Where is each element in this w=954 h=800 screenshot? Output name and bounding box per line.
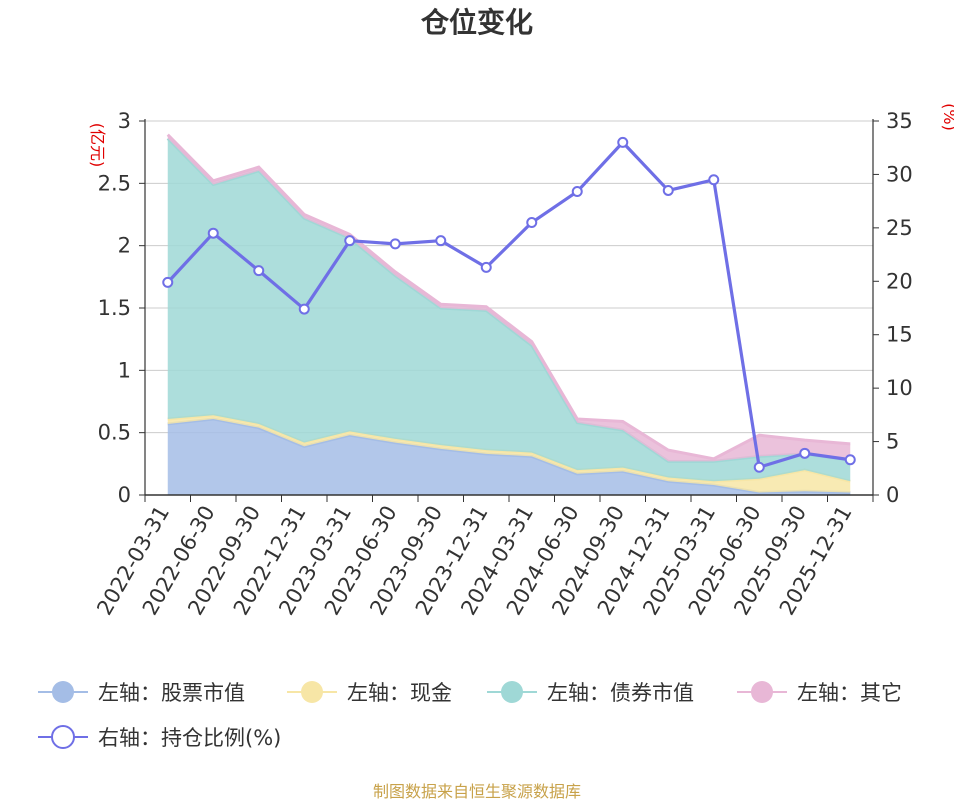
legend-swatch-dot: [52, 681, 74, 703]
ratio-point: [344, 235, 356, 247]
left-tick-label: 2.5: [98, 171, 131, 195]
right-tick-label: 10: [886, 376, 913, 400]
ratio-point: [708, 174, 720, 186]
left-tick-label: 0: [118, 483, 131, 507]
legend-item-4[interactable]: 左轴：其它: [737, 681, 902, 705]
ratio-point: [617, 136, 629, 148]
left-tick-label: 1: [118, 358, 131, 382]
ratio-point: [389, 238, 401, 250]
legend-swatch-dot: [751, 681, 773, 703]
legend-label: 右轴：持仓比例(%): [98, 726, 281, 750]
ratio-point: [435, 235, 447, 247]
chart-title: 仓位变化: [421, 6, 533, 39]
left-tick-label: 2: [118, 234, 131, 258]
legend-label: 左轴：其它: [797, 681, 902, 705]
legend-swatch-dot: [51, 725, 75, 749]
ratio-point: [662, 184, 674, 196]
legend-item-1[interactable]: 左轴：股票市值: [38, 681, 245, 705]
left-tick-label: 0.5: [98, 421, 131, 445]
data-source-note: 制图数据来自恒生聚源数据库: [373, 782, 581, 800]
ratio-point: [298, 303, 310, 315]
legend-item-5[interactable]: 右轴：持仓比例(%): [38, 725, 281, 750]
legend-item-2[interactable]: 左轴：现金: [287, 681, 452, 705]
legend-label: 左轴：股票市值: [98, 681, 245, 705]
ratio-point: [799, 447, 811, 459]
ratio-point: [162, 276, 174, 288]
ratio-point: [526, 217, 538, 229]
legend-item-3[interactable]: 左轴：债券市值: [487, 681, 694, 705]
area-series-1: [167, 418, 851, 495]
stacked-areas: [166, 133, 851, 495]
ratio-line: [166, 140, 851, 469]
right-tick-label: 5: [886, 430, 899, 454]
right-tick-label: 0: [886, 483, 899, 507]
ratio-line-series: [162, 136, 856, 473]
legend-label: 左轴：债券市值: [547, 681, 694, 705]
left-axis-unit: (亿元): [88, 123, 107, 168]
left-tick-label: 1.5: [98, 296, 131, 320]
ratio-point: [480, 261, 492, 273]
right-tick-label: 35: [886, 109, 913, 133]
ratio-point: [207, 227, 219, 239]
ratio-point: [753, 461, 765, 473]
ratio-point: [571, 186, 583, 198]
legend-swatch-dot: [301, 681, 323, 703]
right-tick-label: 30: [886, 162, 913, 186]
right-tick-label: 15: [886, 323, 913, 347]
area-series-edge-4: [166, 133, 851, 461]
right-tick-label: 20: [886, 269, 913, 293]
area-series-3: [167, 138, 851, 482]
ratio-point: [844, 454, 856, 466]
left-tick-label: 3: [118, 109, 131, 133]
right-axis-unit: (%): [940, 103, 954, 131]
legend-swatch-dot: [501, 681, 523, 703]
ratio-point: [253, 265, 265, 277]
legend-label: 左轴：现金: [347, 681, 452, 705]
right-tick-label: 25: [886, 216, 913, 240]
